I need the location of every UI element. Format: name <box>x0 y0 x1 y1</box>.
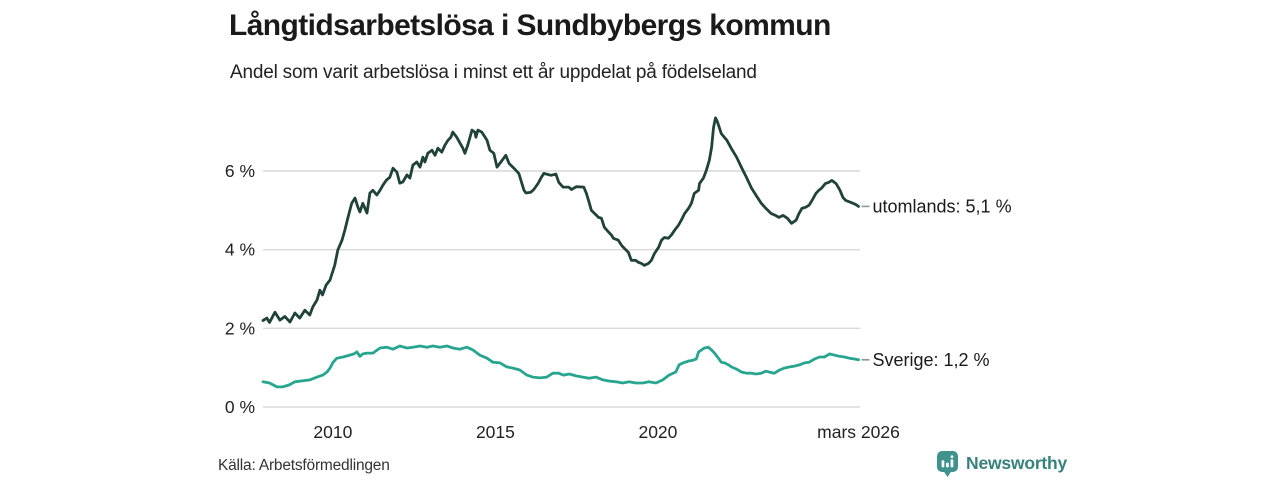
chart-subtitle: Andel som varit arbetslösa i minst ett å… <box>230 62 757 83</box>
y-tick-label: 4 % <box>225 240 255 260</box>
brand-name: Newsworthy <box>966 452 1068 473</box>
x-tick-label: mars 2026 <box>817 422 900 442</box>
y-tick-label: 6 % <box>225 161 255 181</box>
page-title: Långtidsarbetslösa i Sundbybergs kommun <box>229 9 831 42</box>
x-tick-label: 2020 <box>638 422 677 442</box>
brand-logo[interactable]: Newsworthy <box>936 448 1067 478</box>
series-line-Sverige <box>261 344 860 389</box>
x-tick-label: 2015 <box>476 422 515 442</box>
series-end-label-utomlands: utomlands: 5,1 % <box>873 196 1012 216</box>
source-note: Källa: Arbetsförmedlingen <box>218 457 390 474</box>
series-line-utomlands <box>261 116 860 324</box>
y-tick-label: 0 % <box>225 397 255 417</box>
newsworthy-icon <box>937 450 958 477</box>
y-tick-label: 2 % <box>225 318 255 338</box>
x-tick-label: 2010 <box>313 422 352 442</box>
series-end-label-Sverige: Sverige: 1,2 % <box>873 350 990 370</box>
